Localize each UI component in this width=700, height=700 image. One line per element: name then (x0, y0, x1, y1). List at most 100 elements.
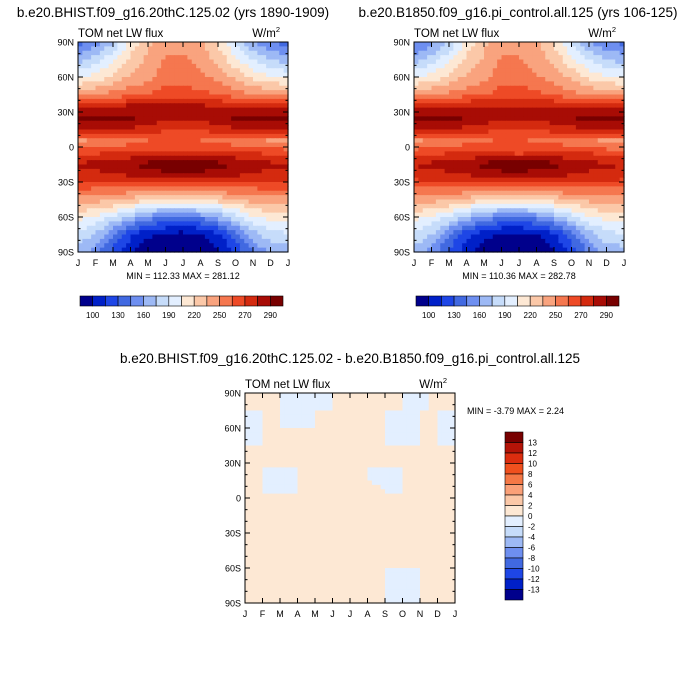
heatmap-cell (283, 94, 289, 100)
heatmap-cell (178, 199, 184, 205)
heatmap-cell (584, 230, 590, 236)
heatmap-cell (187, 129, 193, 135)
heatmap-cell (161, 81, 167, 87)
heatmap-cell (519, 203, 524, 209)
heatmap-cell (187, 247, 193, 253)
heatmap-cell (191, 225, 197, 231)
heatmap-cell (527, 247, 533, 253)
heatmap-cell (121, 94, 127, 100)
heatmap-cell (440, 103, 446, 109)
heatmap-cell (615, 55, 621, 61)
heatmap-cell (218, 129, 223, 135)
heatmap-cell (183, 225, 188, 231)
heatmap-cell (440, 168, 446, 174)
heatmap-cell (453, 168, 459, 174)
heatmap-cell (183, 116, 188, 122)
heatmap-cell (226, 238, 232, 244)
heatmap-cell (283, 160, 289, 166)
heatmap-cell (218, 142, 223, 148)
heatmap-cell (200, 98, 206, 104)
heatmap-cell (488, 77, 494, 82)
heatmap-cell (497, 238, 503, 244)
heatmap-cell (562, 138, 568, 144)
heatmap-cell (562, 208, 568, 214)
heatmap-cell (453, 77, 459, 82)
heatmap-cell (527, 234, 533, 240)
heatmap-cell (527, 129, 533, 135)
heatmap-cell (589, 90, 594, 96)
heatmap-cell (99, 160, 105, 166)
heatmap-cell (283, 186, 289, 192)
heatmap-cell (200, 120, 206, 126)
heatmap-cell (549, 243, 555, 249)
heatmap-cell (414, 234, 419, 240)
heatmap-cell (562, 238, 568, 244)
heatmap-cell (527, 164, 533, 170)
heatmap-cell (484, 90, 489, 96)
heatmap-cell (532, 142, 538, 148)
heatmap-cell (606, 107, 612, 113)
heatmap-cells (414, 42, 625, 253)
heatmap-cell (440, 59, 446, 65)
heatmap-cell (261, 81, 267, 87)
heatmap-cell (222, 138, 228, 144)
heatmap-cell (156, 46, 162, 52)
heatmap-cell (104, 107, 110, 113)
heatmap-cell (619, 138, 625, 144)
heatmap-cell (174, 173, 180, 179)
heatmap-cell (174, 50, 180, 56)
heatmap-cell (121, 230, 127, 236)
heatmap-cell (457, 42, 463, 47)
heatmap-cell (213, 243, 219, 249)
heatmap-cell (213, 107, 219, 113)
heatmap-cell (139, 133, 145, 139)
heatmap-cell (95, 221, 101, 227)
heatmap-cell (226, 203, 232, 209)
heatmap-cell (431, 147, 437, 152)
heatmap-cell (183, 160, 188, 166)
heatmap-cell (91, 225, 97, 231)
heatmap-cell (218, 133, 223, 139)
heatmap-cell (523, 50, 529, 56)
heatmap-cell (575, 90, 581, 96)
y-tick-label: 60S (58, 213, 74, 223)
heatmap-cell (270, 177, 276, 183)
heatmap-cell (204, 164, 210, 170)
heatmap-cell (422, 186, 428, 192)
heatmap-cell (514, 225, 520, 231)
heatmap-cell (431, 103, 437, 109)
heatmap-cell (440, 221, 446, 227)
heatmap-cell (610, 212, 616, 218)
heatmap-cell (143, 225, 149, 231)
heatmap-cell (165, 190, 171, 196)
heatmap-cell (274, 190, 280, 196)
heatmap-cell (492, 77, 498, 82)
heatmap-cell (505, 42, 511, 47)
heatmap-cell (200, 195, 206, 201)
heatmap-cell (501, 138, 507, 144)
heatmap-cell (86, 103, 92, 109)
heatmap-cell (444, 168, 450, 174)
heatmap-cell (270, 133, 276, 139)
heatmap-cell (619, 230, 625, 236)
heatmap-cell (108, 46, 114, 52)
heatmap-cell (540, 77, 546, 82)
heatmap-cell (475, 72, 481, 78)
heatmap-cell (532, 59, 538, 65)
heatmap-cell (497, 230, 503, 236)
heatmap-cell (117, 208, 123, 214)
heatmap-cell (200, 112, 206, 117)
heatmap-cell (196, 94, 202, 100)
heatmap-cell (510, 90, 516, 96)
heatmap-cell (615, 68, 621, 74)
heatmap-cell (174, 94, 180, 100)
heatmap-cell (453, 90, 459, 96)
heatmap-cell (134, 85, 140, 91)
heatmap-cell (113, 212, 118, 218)
heatmap-cell (143, 98, 149, 104)
heatmap-cell (554, 195, 559, 201)
heatmap-cell (213, 77, 219, 82)
heatmap-cell (567, 142, 573, 148)
x-tick-label: F (429, 258, 435, 268)
heatmap-cell (117, 238, 123, 244)
